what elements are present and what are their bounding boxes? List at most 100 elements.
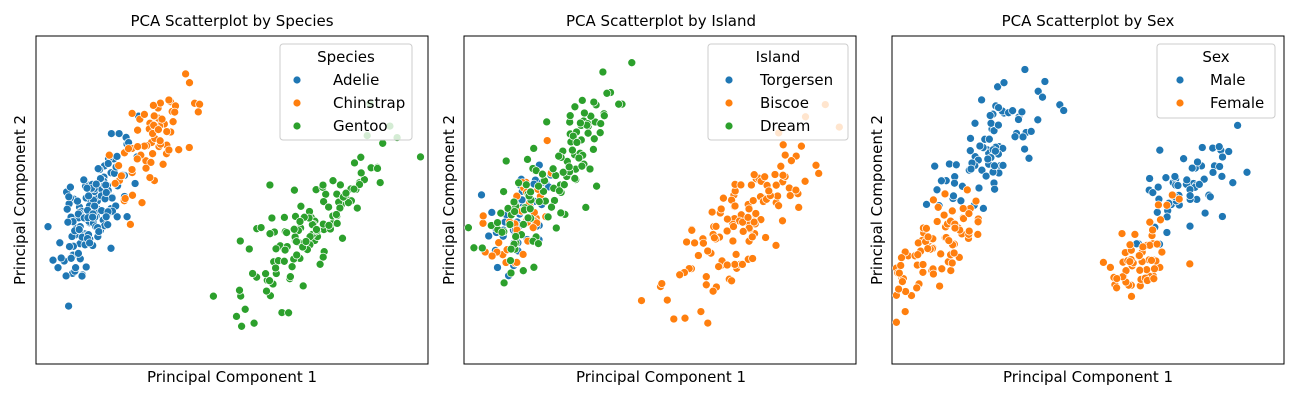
point-dream [595, 128, 605, 138]
legend-title: Island [756, 48, 801, 66]
point-male [932, 185, 942, 195]
point-female [907, 291, 916, 300]
point-female [1150, 264, 1159, 274]
point-dream [539, 187, 548, 196]
point-biscoe [787, 156, 796, 166]
point-dream [589, 145, 598, 154]
point-gentoo [271, 263, 280, 273]
point-female [1147, 256, 1156, 265]
point-male [949, 191, 958, 201]
point-female [929, 195, 938, 205]
point-chinstrap [164, 145, 174, 155]
point-chinstrap [127, 109, 137, 118]
point-adelie [77, 271, 87, 281]
point-chinstrap [158, 159, 168, 169]
point-biscoe [699, 238, 708, 248]
point-biscoe [707, 207, 717, 217]
point-biscoe [696, 307, 706, 316]
point-adelie [48, 255, 58, 265]
point-male [966, 134, 975, 143]
point-male [1208, 168, 1218, 177]
point-dream [506, 244, 516, 254]
point-adelie [85, 238, 94, 248]
point-gentoo [332, 210, 341, 219]
point-dream [559, 180, 569, 190]
point-biscoe [743, 213, 753, 222]
point-adelie [65, 242, 74, 251]
point-female [1145, 217, 1155, 227]
point-gentoo [318, 180, 328, 190]
point-gentoo [350, 158, 359, 168]
point-biscoe [657, 279, 667, 288]
point-dream [576, 118, 585, 128]
point-dream [499, 278, 509, 288]
point-chinstrap [193, 107, 203, 117]
point-adelie [91, 179, 101, 189]
point-dream [519, 220, 528, 229]
point-male [1197, 143, 1207, 152]
point-biscoe [780, 150, 790, 160]
point-male [1153, 182, 1163, 192]
point-gentoo [265, 180, 275, 190]
point-biscoe [761, 233, 770, 242]
point-gentoo [289, 224, 299, 234]
point-female [946, 266, 956, 275]
point-adelie [79, 175, 89, 185]
point-biscoe [675, 270, 685, 280]
chart-title: PCA Scatterplot by Species [130, 12, 333, 30]
point-biscoe [518, 250, 528, 259]
point-male [979, 204, 988, 213]
point-male [1059, 106, 1069, 115]
point-biscoe [701, 280, 711, 290]
point-dream [469, 243, 479, 253]
point-biscoe [680, 313, 690, 323]
point-biscoe [687, 225, 697, 235]
point-adelie [73, 196, 82, 206]
point-female [964, 226, 974, 236]
point-male [977, 165, 987, 175]
point-biscoe [703, 246, 713, 256]
point-gentoo [296, 201, 306, 211]
point-biscoe [771, 180, 781, 190]
point-adelie [114, 129, 124, 138]
point-female [1149, 274, 1159, 284]
legend: Species Adelie Chinstrap Gentoo [279, 43, 413, 141]
point-dream [548, 164, 558, 174]
point-male [1205, 192, 1215, 202]
point-biscoe [722, 260, 732, 270]
point-biscoe [637, 296, 646, 305]
point-adelie [62, 204, 72, 214]
point-adelie [64, 301, 73, 311]
point-chinstrap [154, 125, 163, 134]
legend-title: Sex [1202, 48, 1229, 66]
point-male [1026, 127, 1036, 136]
point-female [949, 248, 959, 258]
point-female [1156, 215, 1165, 225]
point-male [1217, 172, 1227, 181]
point-dream [580, 108, 589, 118]
point-male [999, 78, 1009, 88]
point-male [1182, 175, 1192, 185]
point-biscoe [494, 238, 504, 248]
point-male [1185, 221, 1195, 231]
point-female [922, 224, 931, 233]
point-gentoo [292, 237, 301, 246]
point-gentoo [349, 184, 359, 194]
point-female [964, 209, 974, 218]
point-female [1117, 229, 1127, 238]
point-chinstrap [155, 136, 165, 146]
point-female [918, 267, 928, 277]
point-female [1125, 240, 1135, 250]
point-biscoe [747, 180, 756, 190]
point-biscoe [703, 318, 713, 328]
point-chinstrap [185, 78, 194, 88]
point-biscoe [771, 241, 781, 250]
point-chinstrap [126, 220, 135, 229]
point-biscoe [730, 201, 740, 211]
point-gentoo [240, 304, 250, 314]
point-female [894, 284, 903, 294]
point-gentoo [312, 225, 321, 234]
point-dream [464, 223, 473, 233]
point-male [1014, 115, 1023, 124]
point-dream [529, 144, 539, 153]
